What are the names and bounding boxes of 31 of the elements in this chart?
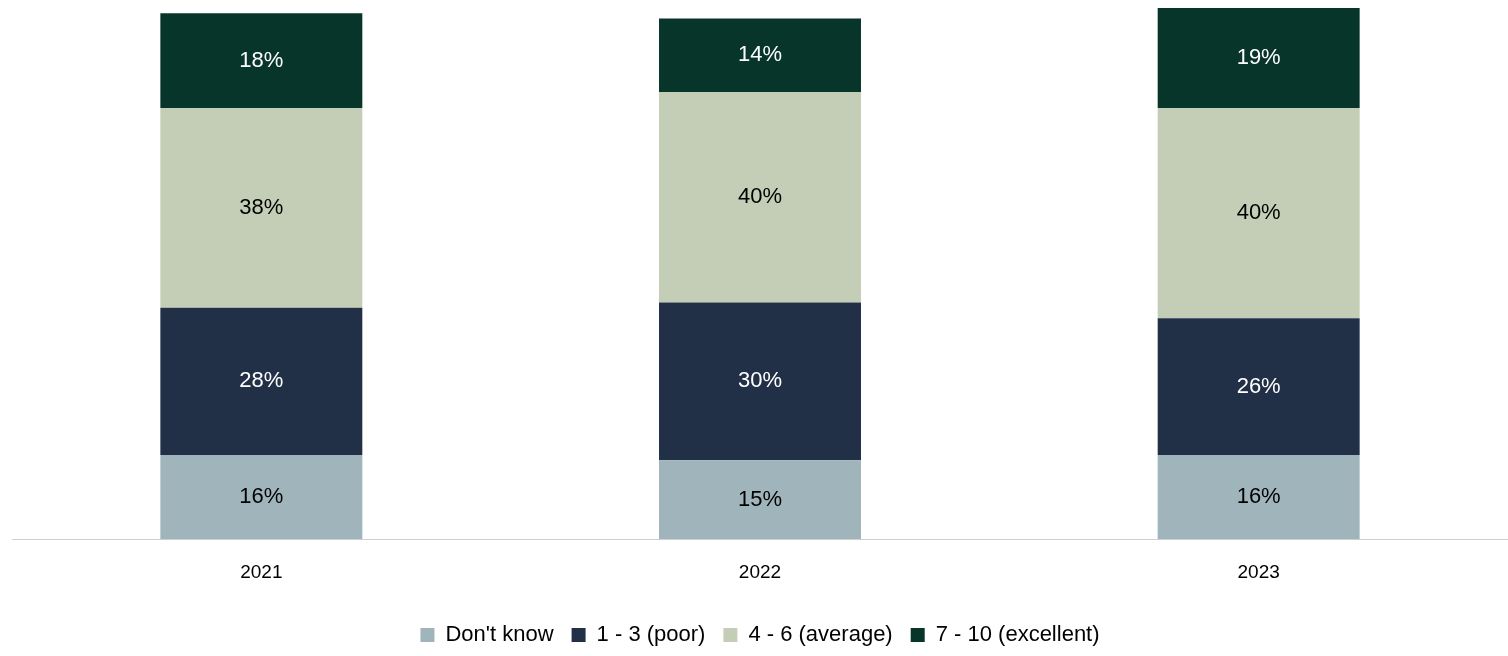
data-label: 18%	[239, 46, 284, 72]
x-tick-label: 2021	[240, 560, 283, 582]
data-label: 26%	[1236, 372, 1281, 398]
legend-label: 7 - 10 (excellent)	[935, 621, 1100, 647]
bar	[1157, 318, 1360, 456]
data-label: 15%	[737, 485, 783, 511]
legend-label: 4 - 6 (average)	[748, 621, 893, 647]
data-label: 28%	[239, 367, 284, 393]
data-label: 16%	[1236, 483, 1281, 509]
bar	[659, 92, 861, 303]
bar	[160, 107, 363, 308]
bar	[160, 307, 363, 456]
bar	[160, 455, 363, 540]
bar	[1157, 107, 1360, 319]
bar	[1157, 8, 1360, 108]
legend-label: Don't know	[445, 621, 554, 647]
x-tick-label: 2023	[1237, 560, 1280, 582]
legend-label: 1 - 3 (poor)	[596, 621, 706, 647]
data-label: 14%	[737, 41, 783, 67]
bar	[659, 18, 861, 93]
bar	[160, 13, 363, 108]
data-label: 19%	[1236, 44, 1281, 70]
data-label: 16%	[239, 483, 284, 509]
data-label: 38%	[239, 193, 284, 219]
data-label: 30%	[737, 367, 783, 393]
x-tick-label: 2022	[738, 560, 782, 582]
data-label: 40%	[1236, 199, 1281, 225]
bar	[659, 302, 861, 461]
data-label: 40%	[737, 183, 783, 209]
bar	[1157, 455, 1360, 540]
bar	[659, 460, 861, 540]
